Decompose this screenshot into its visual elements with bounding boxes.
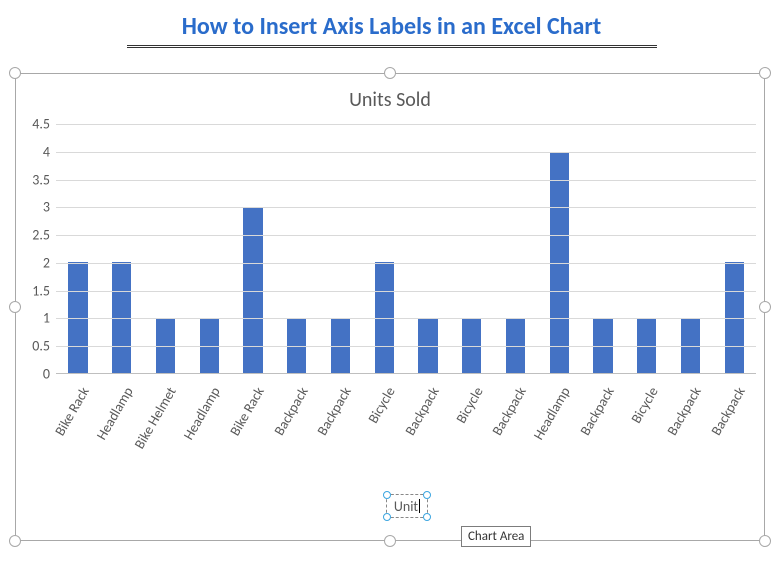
x-tick-label: Bike Rack [226,384,267,439]
x-axis-labels: Bike RackHeadlampBike HelmetHeadlampBike… [56,376,756,476]
selection-handle-br[interactable] [759,535,771,547]
x-label-slot: Backpack [669,376,713,476]
selection-handle-b[interactable] [384,535,396,547]
resize-handle-bl[interactable] [383,513,391,521]
x-tick-label: Bike Rack [51,384,92,439]
gridline [56,235,756,236]
bar-slot [362,124,406,373]
bar-slot [56,124,100,373]
gridline [56,207,756,208]
resize-handle-tl[interactable] [383,491,391,499]
bar-slot [450,124,494,373]
y-tick-label: 3.5 [32,171,56,188]
y-tick-label: 4.5 [32,116,56,133]
x-tick-label: Backpack [664,384,705,438]
gridline [56,291,756,292]
chart-frame[interactable]: Units Sold 00.511.522.533.544.5 Bike Rac… [15,73,765,541]
gridline [56,180,756,181]
gridline [56,318,756,319]
x-label-slot: Bicycle [450,376,494,476]
chart-title[interactable]: Units Sold [16,88,764,112]
x-tick-label: Bicycle [452,384,486,426]
x-label-slot: Headlamp [100,376,144,476]
x-tick-label: Headlamp [530,384,574,443]
tooltip-chart-area: Chart Area [461,526,531,547]
x-tick-label: Backpack [708,384,749,438]
selection-handle-tl[interactable] [9,67,21,79]
y-tick-label: 2.5 [32,227,56,244]
x-label-slot: Bike Rack [231,376,275,476]
y-tick-label: 3 [43,199,56,216]
x-tick-label: Backpack [576,384,617,438]
y-tick-label: 2 [43,254,56,271]
bar-slot [537,124,581,373]
bar-series[interactable] [56,124,756,373]
bar-slot [319,124,363,373]
gridline [56,263,756,264]
page-title: How to Insert Axis Labels in an Excel Ch… [0,0,783,45]
y-tick-label: 1.5 [32,282,56,299]
x-tick-label: Backpack [401,384,442,438]
x-label-slot: Bicycle [362,376,406,476]
gridline [56,124,756,125]
x-tick-label: Headlamp [180,384,224,443]
bar-slot [275,124,319,373]
bar-slot [625,124,669,373]
y-tick-label: 0.5 [32,338,56,355]
selection-handle-bl[interactable] [9,535,21,547]
x-axis-title-editor[interactable]: Unit [386,494,428,518]
resize-handle-br[interactable] [423,513,431,521]
x-label-slot: Bicycle [625,376,669,476]
bar-slot [144,124,188,373]
bar-slot [100,124,144,373]
text-cursor-icon [419,499,420,513]
x-tick-label: Bicycle [627,384,661,426]
bar-slot [669,124,713,373]
x-label-slot: Backpack [319,376,363,476]
y-tick-label: 1 [43,310,56,327]
x-label-slot: Bike Rack [56,376,100,476]
x-label-slot: Backpack [494,376,538,476]
x-tick-label: Backpack [489,384,530,438]
x-axis-title-text: Unit [394,498,418,515]
x-tick-label: Backpack [270,384,311,438]
x-label-slot: Bike Helmet [144,376,188,476]
gridline [56,152,756,153]
selection-handle-l[interactable] [9,301,21,313]
y-tick-label: 4 [43,143,56,160]
x-tick-label: Headlamp [93,384,137,443]
y-tick-label: 0 [43,366,56,383]
bar-slot [187,124,231,373]
bar-slot [581,124,625,373]
x-label-slot: Backpack [712,376,756,476]
chart-object[interactable]: Units Sold 00.511.522.533.544.5 Bike Rac… [10,68,770,546]
bar-slot [406,124,450,373]
x-label-slot: Backpack [581,376,625,476]
bar-slot [712,124,756,373]
selection-handle-t[interactable] [384,67,396,79]
x-tick-label: Bicycle [365,384,399,426]
title-underline [127,45,657,48]
selection-handle-tr[interactable] [759,67,771,79]
resize-handle-tr[interactable] [423,491,431,499]
x-label-slot: Headlamp [187,376,231,476]
plot-area[interactable]: 00.511.522.533.544.5 [56,124,756,374]
x-label-slot: Headlamp [537,376,581,476]
gridline [56,346,756,347]
selection-handle-r[interactable] [759,301,771,313]
x-label-slot: Backpack [275,376,319,476]
bar-slot [231,124,275,373]
x-label-slot: Backpack [406,376,450,476]
x-tick-label: Backpack [314,384,355,438]
bar-slot [494,124,538,373]
